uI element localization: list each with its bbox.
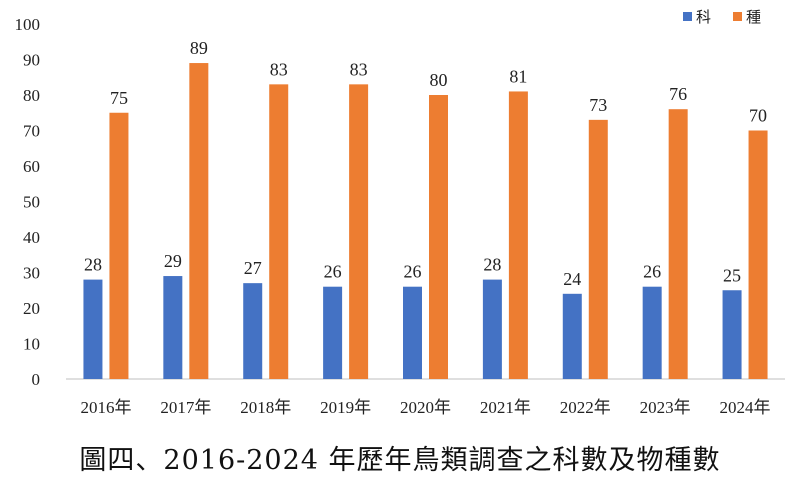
data-label: 29 (164, 251, 182, 271)
bar-family (482, 279, 502, 379)
y-tick-label: 0 (32, 370, 41, 389)
bar-species (588, 119, 608, 379)
data-label: 26 (404, 262, 422, 282)
data-label: 83 (270, 59, 288, 79)
bar-family (562, 293, 582, 379)
bar-family (403, 286, 422, 379)
bar-species (429, 95, 448, 379)
bar-family (243, 283, 263, 379)
bar-species (668, 109, 688, 379)
x-tick-label: 2021年 (480, 398, 531, 417)
x-tick-label: 2023年 (640, 398, 691, 417)
y-tick-label: 20 (23, 299, 40, 318)
bar-family (722, 290, 742, 379)
bar-family (323, 286, 343, 379)
data-label: 80 (430, 70, 448, 90)
y-tick-label: 70 (23, 122, 40, 141)
bar-species (109, 112, 129, 379)
bar-family (642, 286, 662, 379)
x-tick-label: 2016年 (80, 398, 131, 417)
legend-swatch (683, 12, 692, 21)
bar-species (748, 130, 768, 379)
bar-species (189, 63, 209, 380)
figure-caption: 圖四、2016-2024 年歷年鳥類調查之科數及物種數 (79, 445, 721, 476)
bar-species (269, 84, 289, 379)
data-label: 24 (563, 269, 581, 289)
bar-family (83, 279, 103, 379)
x-tick-label: 2020年 (400, 398, 451, 417)
x-tick-label: 2017年 (160, 398, 211, 417)
y-tick-label: 90 (23, 51, 40, 70)
x-axis: 2016年 2017年 2018年 2019年 2020年 2021年 2022年 2023年… (66, 378, 785, 417)
data-label: 83 (350, 59, 368, 79)
y-tick-label: 40 (23, 228, 40, 247)
bars: 28 75 29 89 27 83 26 83 26 80 28 81 24 73 26 76 25 70 (83, 38, 768, 380)
y-tick-label: 10 (23, 335, 40, 354)
x-tick-label: 2024年 (720, 398, 771, 417)
data-label: 27 (244, 258, 262, 278)
legend: 科種 (683, 9, 761, 26)
bar-species (508, 91, 528, 379)
data-label: 28 (84, 255, 102, 275)
y-tick-label: 60 (23, 157, 40, 176)
data-label: 26 (643, 262, 661, 282)
y-tick-label: 50 (23, 193, 40, 212)
data-label: 89 (190, 38, 208, 58)
legend-label: 種 (746, 9, 761, 26)
data-label: 70 (749, 106, 767, 126)
legend-label: 科 (696, 9, 711, 26)
data-label: 28 (483, 255, 501, 275)
bar-species (349, 84, 369, 379)
data-label: 81 (509, 66, 527, 86)
data-label: 75 (110, 88, 128, 108)
y-tick-label: 100 (15, 15, 41, 34)
x-tick-label: 2022年 (560, 398, 611, 417)
data-label: 26 (324, 262, 342, 282)
legend-swatch (733, 12, 742, 21)
y-tick-label: 80 (23, 86, 40, 105)
data-label: 25 (723, 265, 741, 285)
y-tick-label: 30 (23, 264, 40, 283)
x-tick-label: 2019年 (320, 398, 371, 417)
data-label: 76 (669, 84, 687, 104)
x-tick-label: 2018年 (240, 398, 291, 417)
bar-family (163, 276, 183, 379)
data-label: 73 (589, 95, 607, 115)
y-axis: 0 10 20 30 40 50 60 70 80 90 100 (15, 15, 41, 389)
